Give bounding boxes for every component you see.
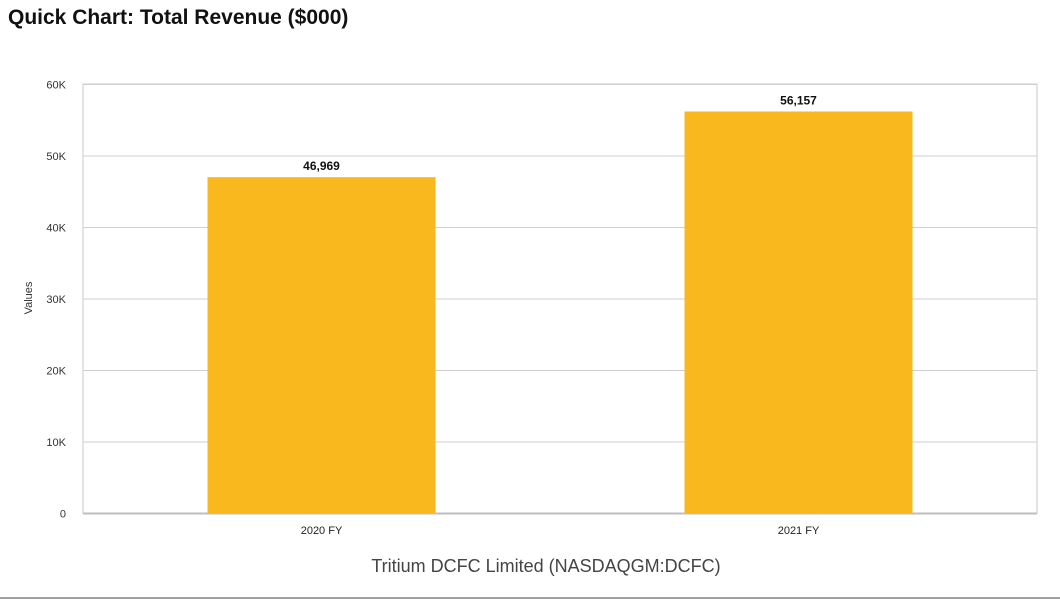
y-tick-label: 10K <box>46 437 66 449</box>
data-label: 56,157 <box>780 93 817 107</box>
y-tick-label: 50K <box>46 151 66 163</box>
y-tick-label: 20K <box>46 366 66 378</box>
x-axis-title: Tritium DCFC Limited (NASDAQGM:DCFC) <box>371 556 720 576</box>
y-tick-label: 40K <box>46 223 66 235</box>
y-tick-label: 30K <box>46 294 66 306</box>
y-tick-label: 0 <box>60 509 66 521</box>
bar-2021-fy <box>684 111 913 513</box>
y-tick-label: 60K <box>46 80 66 92</box>
data-label: 46,969 <box>303 159 340 173</box>
x-tick-label: 2021 FY <box>778 525 820 537</box>
bar-2020-fy <box>207 177 436 514</box>
chart-title: Quick Chart: Total Revenue ($000) <box>8 6 349 29</box>
divider <box>0 597 1060 599</box>
y-axis-title: Values <box>23 281 35 314</box>
x-tick-label: 2020 FY <box>301 525 343 537</box>
